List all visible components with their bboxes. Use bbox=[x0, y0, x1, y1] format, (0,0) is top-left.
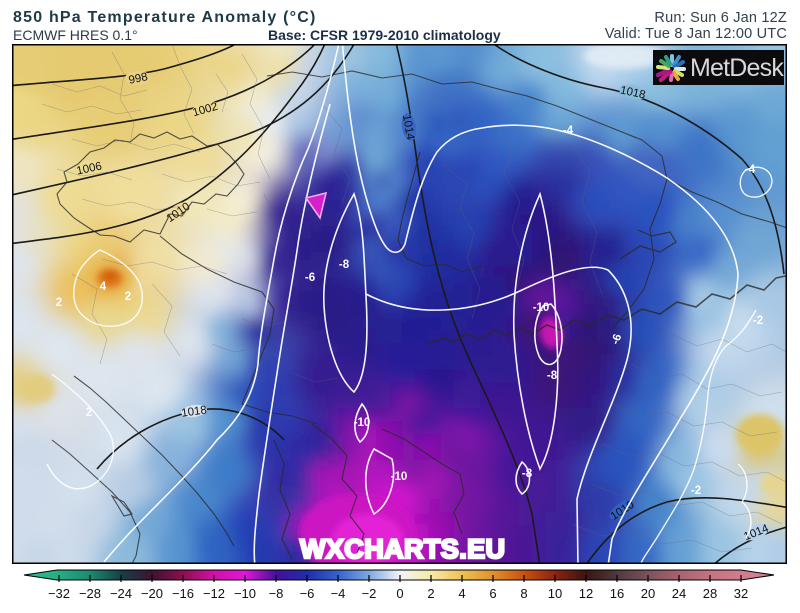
svg-text:2: 2 bbox=[427, 586, 434, 601]
svg-text:−20: −20 bbox=[141, 586, 163, 601]
svg-text:−4: −4 bbox=[331, 586, 346, 601]
svg-text:1018: 1018 bbox=[181, 404, 208, 419]
svg-text:24: 24 bbox=[672, 586, 686, 601]
svg-text:998: 998 bbox=[128, 71, 149, 87]
svg-text:1018: 1018 bbox=[619, 84, 647, 101]
svg-text:−2: −2 bbox=[362, 586, 377, 601]
svg-text:2: 2 bbox=[125, 291, 131, 303]
svg-text:-2: -2 bbox=[753, 315, 763, 327]
svg-text:-8: -8 bbox=[547, 370, 558, 382]
svg-text:−10: −10 bbox=[234, 586, 256, 601]
svg-text:2: 2 bbox=[86, 407, 92, 419]
svg-text:10: 10 bbox=[548, 586, 562, 601]
svg-text:-10: -10 bbox=[533, 302, 550, 314]
svg-text:-4: -4 bbox=[563, 125, 574, 137]
svg-text:−28: −28 bbox=[79, 586, 101, 601]
svg-text:4: 4 bbox=[458, 586, 465, 601]
svg-text:6: 6 bbox=[489, 586, 496, 601]
svg-text:12: 12 bbox=[579, 586, 593, 601]
svg-text:8: 8 bbox=[520, 586, 527, 601]
svg-text:-6: -6 bbox=[305, 272, 315, 284]
svg-text:28: 28 bbox=[703, 586, 717, 601]
svg-text:-4: -4 bbox=[745, 164, 756, 176]
svg-text:MetDesk: MetDesk bbox=[690, 54, 784, 82]
svg-text:-10: -10 bbox=[391, 471, 408, 483]
svg-text:0: 0 bbox=[396, 586, 403, 601]
svg-text:-8: -8 bbox=[522, 468, 533, 480]
svg-text:1006: 1006 bbox=[75, 160, 103, 177]
svg-text:16: 16 bbox=[610, 586, 624, 601]
svg-text:4: 4 bbox=[100, 281, 107, 293]
svg-text:-2: -2 bbox=[691, 485, 701, 497]
svg-text:−24: −24 bbox=[110, 586, 132, 601]
svg-text:−16: −16 bbox=[172, 586, 194, 601]
svg-text:-8: -8 bbox=[339, 259, 350, 271]
svg-text:−6: −6 bbox=[300, 586, 315, 601]
svg-text:−32: −32 bbox=[48, 586, 70, 601]
svg-text:2: 2 bbox=[56, 297, 62, 309]
svg-text:20: 20 bbox=[641, 586, 655, 601]
svg-text:32: 32 bbox=[734, 586, 748, 601]
svg-text:−12: −12 bbox=[203, 586, 225, 601]
svg-text:1014: 1014 bbox=[400, 114, 416, 142]
svg-text:−8: −8 bbox=[269, 586, 284, 601]
svg-text:WXCHARTS.EU: WXCHARTS.EU bbox=[300, 534, 505, 564]
svg-text:-6: -6 bbox=[610, 332, 625, 346]
svg-text:-10: -10 bbox=[354, 417, 371, 429]
